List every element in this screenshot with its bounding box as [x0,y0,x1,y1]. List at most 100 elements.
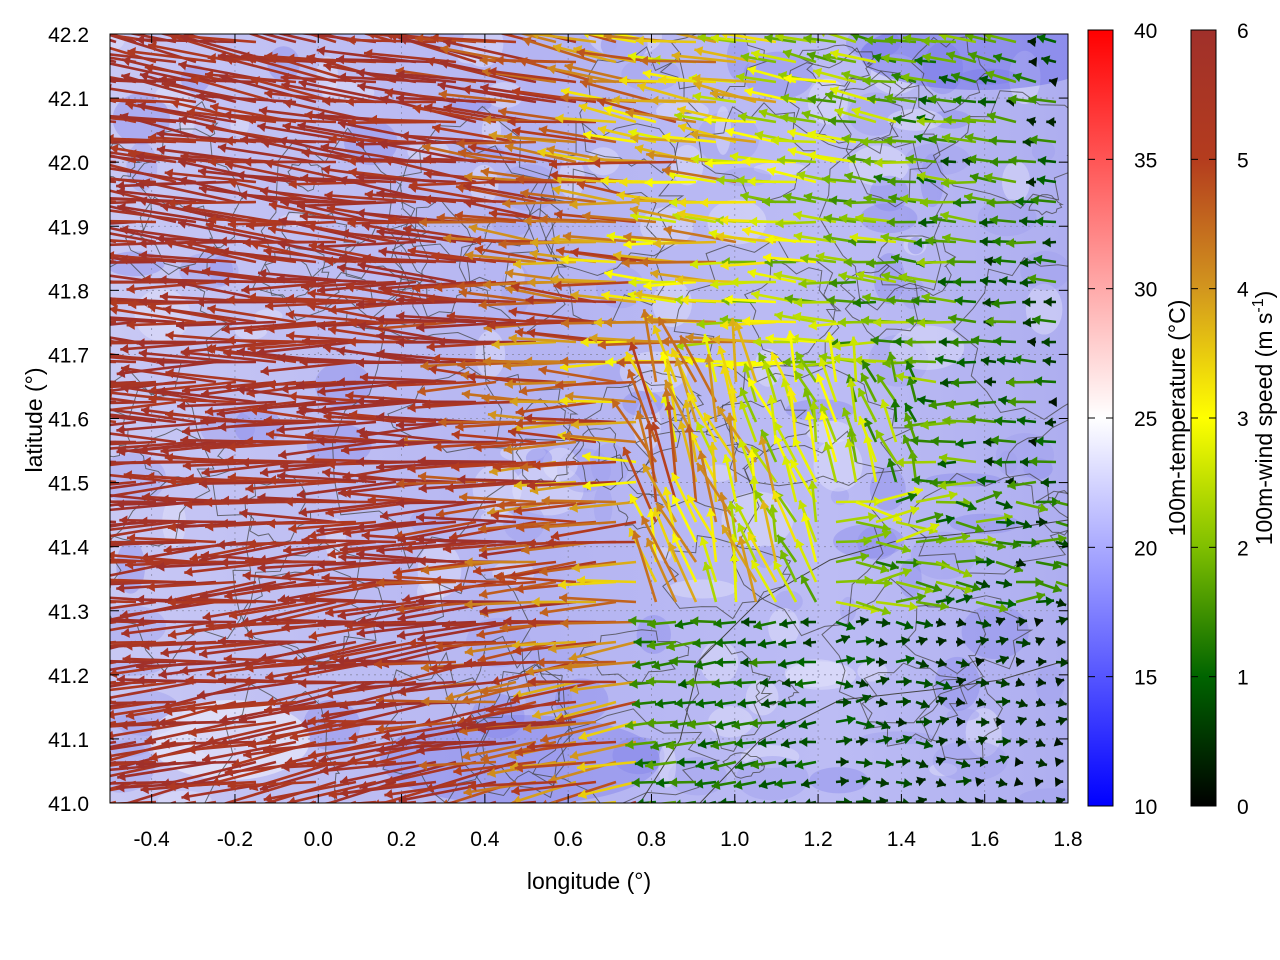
x-tick-label: 0.2 [387,828,416,851]
wind-arrow-head [179,665,189,676]
wind-arrow-head [797,500,808,510]
wind-arrow-shaft [375,400,477,404]
wind-arrow-shaft [446,314,537,324]
wind-arrow-head [1042,356,1052,367]
wind-arrow-head [818,352,828,363]
wind-arrow-shaft [296,200,397,208]
wind-arrow-head [880,399,890,409]
wind-arrow-head [223,110,232,121]
wind-arrow-head [569,652,578,662]
wind-arrow-head [420,565,430,575]
wind-arrow-head [846,655,855,665]
wind-arrow-head [963,594,973,604]
wind-arrow-head [299,593,308,604]
wind-arrow-shaft [241,280,337,292]
wind-arrow-shaft [1055,520,1068,528]
wind-arrow-head [308,241,318,252]
wind-arrow-head [139,71,150,82]
wind-arrow-shaft [306,34,337,44]
wind-arrow-shaft [363,51,457,64]
contour-line [816,80,905,155]
wind-arrow-shaft [110,599,137,604]
wind-arrow-shaft [110,137,197,144]
wind-arrow-head [830,49,840,59]
wind-arrow-shaft [558,596,637,604]
wind-arrow-head [937,657,947,668]
wind-arrow-head [117,771,126,782]
wind-arrow-shaft [245,559,337,564]
wind-arrow-head [689,129,699,140]
wind-arrow-shaft [545,540,637,545]
wind-arrow-head [468,781,477,792]
wind-arrow-head [984,456,993,467]
wind-arrow-head [749,718,759,729]
wind-arrow-head [356,357,365,368]
wind-arrow-head [877,374,886,384]
wind-arrow-head [787,128,797,138]
wind-arrow-head [251,76,261,86]
wind-arrow-shaft [320,760,417,773]
wind-arrow-head [407,638,416,649]
wind-arrow-head [455,421,464,432]
wind-arrow-shaft [569,500,637,510]
wind-arrow-head [719,320,729,331]
wind-arrow-head [550,274,559,285]
wind-arrow-head [967,414,976,425]
wind-arrow-head [60,312,68,322]
wind-arrow-head [463,786,473,797]
wind-arrow-head [242,676,251,687]
wind-arrow-head [526,480,536,491]
wind-arrow-head [806,51,817,61]
x-tick-label: -0.2 [217,828,253,851]
wind-arrow-shaft [306,760,397,766]
wind-arrow-head [324,720,333,731]
wind-arrow-shaft [652,240,717,246]
wind-arrow-shaft [217,639,317,644]
wind-arrow-head [628,528,638,538]
wind-arrow-head [832,340,841,351]
wind-colorbar-label: 100m-wind speed (m s-1) [1250,291,1277,546]
wind-arrow-head [487,17,496,27]
wind-arrow-shaft [162,307,257,324]
wind-arrow-head [938,453,948,464]
wind-arrow-shaft [423,157,517,164]
wind-arrow-head [923,678,933,689]
wind-arrow-shaft [513,680,577,698]
wind-arrow-shaft [457,150,537,164]
wind-arrow-head [1000,678,1010,688]
wind-arrow-head [201,266,211,277]
wind-arrow-shaft [421,700,497,704]
wind-arrow-head [438,89,448,100]
temperature-patch [932,740,1008,782]
wind-arrow-head [526,538,535,549]
wind-arrow-head [992,236,1001,247]
wind-arrow-head [797,697,806,708]
wind-arrow-head [803,637,812,648]
wind-arrow-shaft [827,332,838,383]
wind-arrow-head [322,343,332,354]
wind-arrow-head [378,814,387,824]
wind-arrow-head [491,339,500,350]
wind-arrow-head [161,80,171,91]
wind-arrow-shaft [503,135,577,144]
wind-arrow-head [431,251,440,262]
wind-arrow-head [784,294,794,304]
wind-arrow-head [783,192,792,203]
wind-arrow-head [597,125,607,135]
wind-arrow-head [999,755,1009,765]
wind-arrow-head [674,295,683,306]
wind-arrow-shaft [664,486,678,543]
wind-arrow-shaft [110,760,117,766]
wind-arrow-head [454,210,464,221]
wind-arrow-head [163,544,173,555]
wind-arrow-head [167,597,176,608]
wind-arrow-head [1014,756,1024,767]
wind-arrow-head [284,804,292,814]
wind-arrow-head [891,72,901,82]
wind-arrow-head [376,699,385,710]
wind-arrow-head [556,714,566,724]
wind-arrow-shaft [510,680,597,702]
wind-arrow-head [560,318,570,329]
wind-arrow-head [884,578,893,589]
wind-arrow-shaft [378,249,477,264]
